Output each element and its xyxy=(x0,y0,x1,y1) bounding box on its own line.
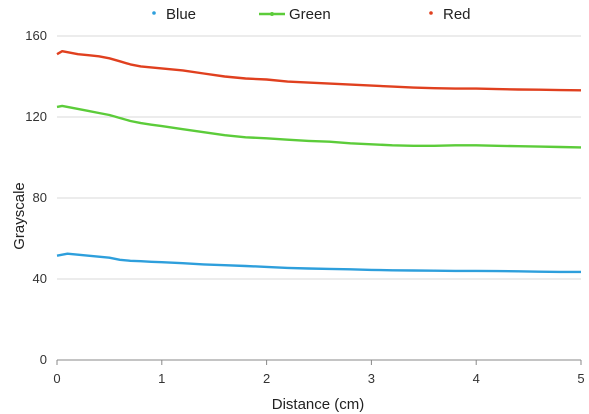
chart-gridlines xyxy=(57,35,581,280)
x-tick-label: 0 xyxy=(53,371,60,386)
x-tick-label: 2 xyxy=(263,371,270,386)
y-tick-label: 160 xyxy=(25,28,47,43)
legend-swatch-marker xyxy=(270,12,274,16)
legend-item-blue: Blue xyxy=(152,6,196,23)
legend-swatch xyxy=(152,11,156,15)
x-axis: 0 1 2 3 4 5 xyxy=(53,359,585,386)
x-axis-title: Distance (cm) xyxy=(272,396,365,413)
x-tick-label: 5 xyxy=(577,371,584,386)
y-axis-tick-labels: 0 40 80 120 160 xyxy=(25,28,47,367)
series-line-green xyxy=(56,104,582,149)
y-tick-label: 120 xyxy=(25,109,47,124)
series-line-blue xyxy=(56,252,581,274)
x-tick-label: 4 xyxy=(473,371,480,386)
legend-swatch xyxy=(429,11,433,15)
y-tick-label: 0 xyxy=(40,352,47,367)
chart-series-lines xyxy=(56,50,582,274)
legend-label: Red xyxy=(443,6,471,23)
series-line-red xyxy=(56,50,582,92)
legend-label: Blue xyxy=(166,6,196,23)
x-tick-label: 3 xyxy=(368,371,375,386)
chart-legend: Blue Green Red xyxy=(152,6,471,23)
x-tick-label: 1 xyxy=(158,371,165,386)
y-tick-label: 40 xyxy=(33,271,47,286)
legend-item-green: Green xyxy=(259,6,331,23)
y-axis-title: Grayscale xyxy=(11,182,28,250)
legend-item-red: Red xyxy=(429,6,471,23)
y-tick-label: 80 xyxy=(33,190,47,205)
legend-label: Green xyxy=(289,6,331,23)
